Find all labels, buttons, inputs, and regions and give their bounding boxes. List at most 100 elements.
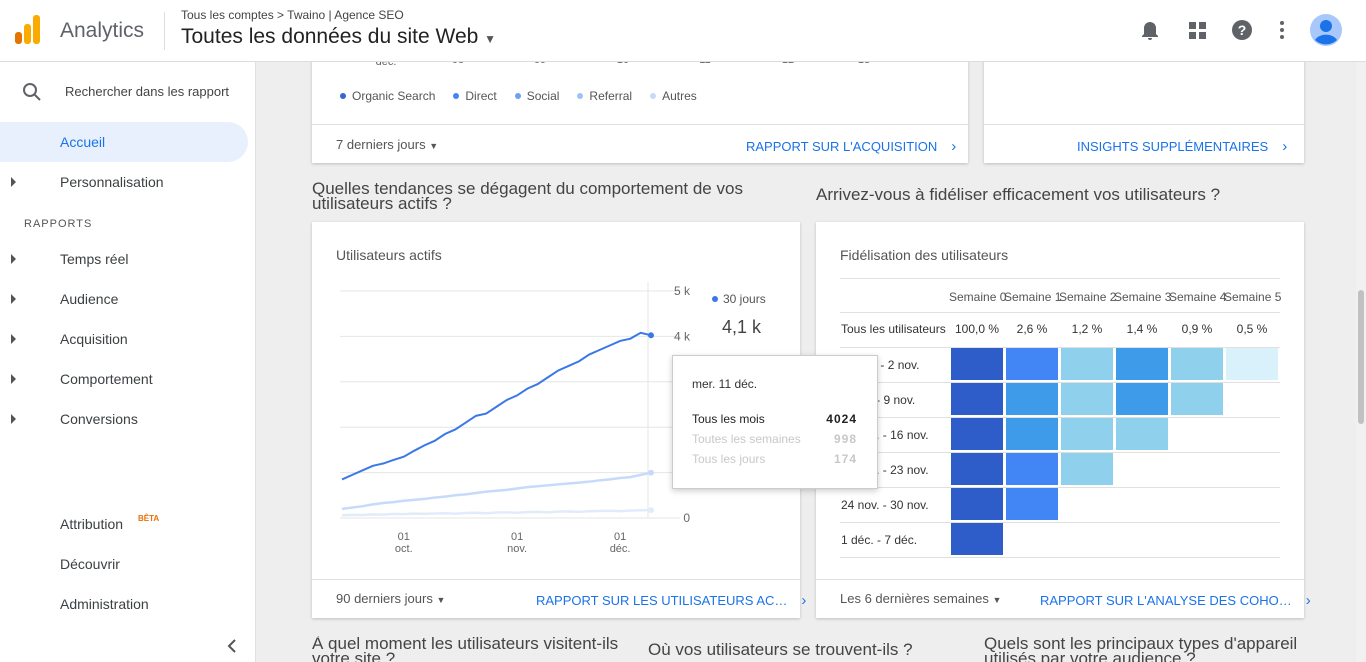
tooltip-value: 998 bbox=[833, 432, 857, 446]
more-icon[interactable] bbox=[1278, 20, 1286, 40]
table-rule bbox=[840, 347, 1280, 348]
nav-icon: flag bbox=[24, 409, 44, 429]
period[interactable]: Les 6 dernières semaines bbox=[840, 591, 989, 606]
period-selector[interactable]: 90 derniers jours ▼ bbox=[336, 591, 446, 606]
retention-value: 1,4 % bbox=[1126, 322, 1158, 336]
table-rule bbox=[840, 417, 1280, 418]
nav-icon: home bbox=[24, 132, 44, 152]
heat-cell bbox=[1171, 348, 1223, 380]
y-tick-label: 5 k bbox=[674, 284, 691, 298]
legend-label: Social bbox=[526, 89, 560, 103]
tooltip-value: 4024 bbox=[826, 412, 857, 426]
scroll-thumb[interactable] bbox=[1358, 290, 1364, 424]
tooltip-value: 174 bbox=[833, 452, 857, 466]
period[interactable]: 90 derniers jours bbox=[336, 591, 433, 606]
heat-cell bbox=[1171, 383, 1223, 415]
collapse-icon[interactable] bbox=[226, 639, 238, 653]
view-name[interactable]: Toutes les données du site Web bbox=[181, 25, 479, 48]
nav-icon: custom bbox=[24, 172, 44, 192]
section-heading: Quelles tendances se dégagent du comport… bbox=[312, 181, 743, 211]
period-selector[interactable]: 7 derniers jours ▼ bbox=[336, 137, 439, 152]
heat-cell bbox=[951, 348, 1003, 380]
link-text[interactable]: RAPPORT SUR L'ANALYSE DES COHO… bbox=[1040, 593, 1292, 608]
nav-item[interactable]: Audience bbox=[60, 291, 119, 307]
heat-cell bbox=[951, 418, 1003, 450]
hover-point bbox=[648, 469, 654, 476]
legend-label: Organic Search bbox=[352, 89, 436, 103]
view-selector[interactable]: Toutes les données du site Web ▼ bbox=[181, 25, 497, 48]
heat-cell bbox=[951, 523, 1003, 555]
heat-cell bbox=[1061, 418, 1113, 450]
nav-item[interactable]: Administration bbox=[60, 596, 149, 612]
nav-item[interactable]: Personnalisation bbox=[60, 174, 164, 190]
insights-link[interactable]: INSIGHTS SUPPLÉMENTAIRES › bbox=[1077, 138, 1288, 155]
tooltip-label: Tous les mois bbox=[692, 412, 765, 426]
nav-icon: bulb bbox=[24, 554, 44, 574]
divider bbox=[164, 12, 165, 50]
nav-item[interactable]: Découvrir bbox=[60, 556, 120, 572]
nav-icon: attr bbox=[24, 514, 44, 534]
report-link[interactable]: RAPPORT SUR L'ANALYSE DES COHO… › bbox=[1040, 592, 1311, 609]
x-tick-label: 01 oct. bbox=[395, 531, 413, 555]
legend-dot bbox=[712, 296, 718, 302]
heat-cell bbox=[951, 453, 1003, 485]
period[interactable]: 7 derniers jours bbox=[336, 137, 426, 152]
column-header: Semaine 3 bbox=[1114, 290, 1172, 304]
report-link[interactable]: RAPPORT SUR L'ACQUISITION › bbox=[746, 138, 957, 155]
retention-value: 1,2 % bbox=[1071, 322, 1103, 336]
heat-cell bbox=[1116, 383, 1168, 415]
section-label: RAPPORTS bbox=[24, 218, 93, 230]
link-text[interactable]: RAPPORT SUR LES UTILISATEURS AC… bbox=[536, 593, 788, 608]
nav-item[interactable]: Attribution bbox=[60, 516, 124, 532]
legend-value: 4,1 k bbox=[722, 317, 762, 337]
link-text[interactable]: RAPPORT SUR L'ACQUISITION bbox=[746, 139, 938, 154]
nav-item[interactable]: Temps réel bbox=[60, 251, 129, 267]
legend-dot bbox=[340, 93, 346, 99]
notifications-icon[interactable] bbox=[1140, 20, 1160, 42]
series-line bbox=[341, 508, 652, 517]
heat-cell bbox=[1006, 453, 1058, 485]
separator bbox=[312, 579, 800, 580]
legend-dot bbox=[650, 93, 657, 99]
period-selector[interactable]: Les 6 dernières semaines ▼ bbox=[840, 591, 1002, 606]
link-text[interactable]: INSIGHTS SUPPLÉMENTAIRES bbox=[1077, 139, 1269, 154]
nav-icon: clock bbox=[24, 249, 44, 269]
y-tick-label: 4 k bbox=[674, 329, 691, 343]
heat-cell bbox=[1006, 383, 1058, 415]
hover-point bbox=[648, 507, 654, 514]
separator bbox=[984, 124, 1304, 125]
legend-label: Direct bbox=[465, 89, 497, 103]
retention-value: 2,6 % bbox=[1016, 322, 1048, 336]
help-icon[interactable]: ? bbox=[1231, 19, 1253, 41]
search-icon bbox=[23, 83, 41, 101]
retention-value: 0,5 % bbox=[1236, 322, 1268, 336]
nav-item[interactable]: Acquisition bbox=[60, 331, 128, 347]
retention-value: 0,9 % bbox=[1181, 322, 1213, 336]
section-heading: Arrivez-vous à fidéliser efficacement vo… bbox=[816, 185, 1221, 204]
scrollbar[interactable] bbox=[1356, 62, 1366, 662]
expand-caret bbox=[11, 374, 16, 384]
nav-item[interactable]: Conversions bbox=[60, 411, 138, 427]
nav-item[interactable]: Comportement bbox=[60, 371, 153, 387]
logo bbox=[15, 15, 40, 44]
apps-icon[interactable] bbox=[1189, 22, 1207, 40]
report-link[interactable]: RAPPORT SUR LES UTILISATEURS AC… › bbox=[536, 592, 807, 609]
breadcrumb[interactable]: Tous les comptes > Twaino | Agence SEO bbox=[181, 8, 404, 22]
tooltip-label: Toutes les semaines bbox=[692, 432, 801, 446]
header: Analytics Tous les comptes > Twaino | Ag… bbox=[0, 0, 1366, 62]
search-box[interactable]: Rechercher dans les rapport bbox=[65, 84, 230, 99]
legend-label: 30 jours bbox=[723, 292, 766, 306]
heat-cell bbox=[951, 488, 1003, 520]
row-label: 1 déc. - 7 déc. bbox=[841, 533, 918, 547]
heat-cell bbox=[1226, 348, 1278, 380]
nav-item[interactable]: Accueil bbox=[0, 122, 248, 162]
tooltip-date: mer. 11 déc. bbox=[692, 377, 758, 391]
card-title: Utilisateurs actifs bbox=[336, 247, 442, 263]
nav-icon: person bbox=[24, 289, 44, 309]
avatar[interactable] bbox=[1310, 14, 1342, 46]
tooltip-label: Tous les jours bbox=[692, 452, 766, 466]
heat-cell bbox=[1116, 418, 1168, 450]
retention-card: Fidélisation des utilisateurs Les 6 dern… bbox=[816, 222, 1311, 618]
